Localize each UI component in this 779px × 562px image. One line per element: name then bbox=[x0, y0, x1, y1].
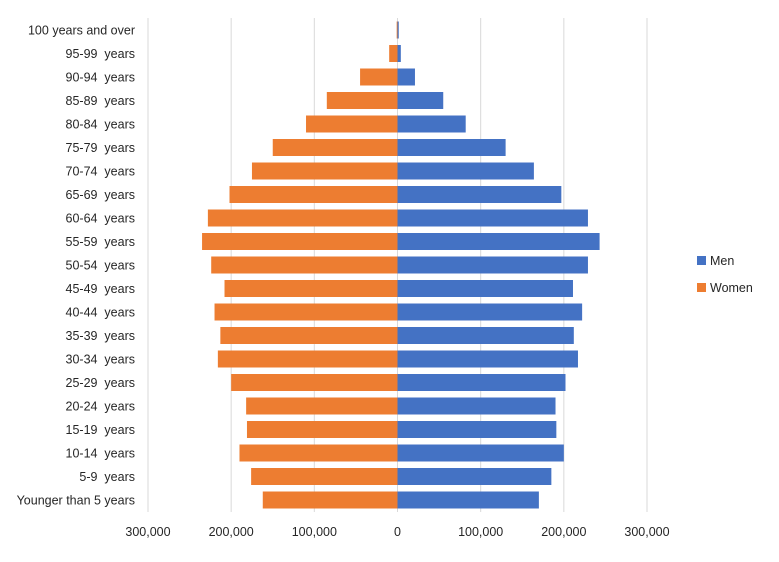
x-tick-label: 300,000 bbox=[624, 525, 669, 539]
bar-women bbox=[239, 444, 398, 462]
bar-women bbox=[220, 327, 398, 344]
category-label: 15-19 years bbox=[66, 423, 135, 437]
bar-women bbox=[224, 280, 398, 297]
category-label: 55-59 years bbox=[66, 235, 135, 249]
bar-men bbox=[397, 350, 578, 368]
bar-men bbox=[397, 162, 534, 180]
category-label: 25-29 years bbox=[66, 376, 135, 390]
category-label: 100 years and over bbox=[28, 24, 135, 38]
bar-women bbox=[214, 303, 398, 321]
bar-women bbox=[207, 209, 398, 227]
category-label: 65-69 years bbox=[66, 188, 135, 202]
bar-men bbox=[397, 92, 444, 109]
bar-men bbox=[397, 233, 600, 250]
category-label: 10-14 years bbox=[66, 447, 135, 461]
bars bbox=[202, 21, 600, 509]
bar-women bbox=[211, 256, 398, 274]
bar-men bbox=[397, 45, 401, 62]
bar-men bbox=[397, 491, 539, 509]
x-tick-label: 100,000 bbox=[292, 525, 337, 539]
category-label: Younger than 5 years bbox=[17, 494, 135, 508]
x-tick-label: 300,000 bbox=[125, 525, 170, 539]
bar-men bbox=[397, 256, 588, 274]
category-label: 45-49 years bbox=[66, 282, 135, 296]
category-label: 70-74 years bbox=[66, 165, 135, 179]
bar-men bbox=[397, 139, 506, 156]
category-label: 40-44 years bbox=[66, 306, 135, 320]
category-label: 35-39 years bbox=[66, 329, 135, 343]
bar-women bbox=[272, 139, 398, 156]
legend-label: Women bbox=[710, 281, 753, 295]
x-tick-label: 100,000 bbox=[458, 525, 503, 539]
category-label: 85-89 years bbox=[66, 94, 135, 108]
x-tick-label: 200,000 bbox=[209, 525, 254, 539]
category-label: 20-24 years bbox=[66, 400, 135, 414]
category-label: 50-54 years bbox=[66, 259, 135, 273]
bar-women bbox=[306, 115, 398, 133]
bar-men bbox=[397, 209, 588, 227]
bar-men bbox=[397, 21, 399, 39]
category-label: 60-64 years bbox=[66, 212, 135, 226]
category-label: 80-84 years bbox=[66, 118, 135, 132]
category-label: 5-9 years bbox=[79, 470, 135, 484]
bar-women bbox=[202, 233, 398, 250]
bar-women bbox=[229, 186, 398, 203]
legend-swatch bbox=[697, 256, 706, 265]
bar-men bbox=[397, 421, 557, 438]
bar-women bbox=[246, 421, 398, 438]
bar-men bbox=[397, 186, 562, 203]
x-tick-labels: 300,000 200,000 100,000 0 100,000 200,000 300,… bbox=[125, 525, 669, 539]
bar-women bbox=[262, 491, 398, 509]
bar-men bbox=[397, 68, 415, 86]
bar-women bbox=[389, 45, 398, 62]
bar-women bbox=[217, 350, 398, 368]
legend-label: Men bbox=[710, 254, 734, 268]
bar-women bbox=[326, 92, 398, 109]
bar-women bbox=[246, 397, 398, 415]
category-label: 75-79 years bbox=[66, 141, 135, 155]
category-label: 95-99 years bbox=[66, 47, 135, 61]
category-label: 90-94 years bbox=[66, 71, 135, 85]
bar-men bbox=[397, 444, 564, 462]
bar-women bbox=[396, 21, 398, 39]
bar-men bbox=[397, 115, 466, 133]
bar-men bbox=[397, 397, 556, 415]
legend-swatch bbox=[697, 283, 706, 292]
category-labels: 100 years and over 95-99 years 90-94 years… bbox=[17, 24, 135, 508]
bar-women bbox=[360, 68, 398, 86]
bar-men bbox=[397, 468, 552, 485]
category-label: 30-34 years bbox=[66, 353, 135, 367]
bar-men bbox=[397, 303, 583, 321]
x-tick-label: 200,000 bbox=[541, 525, 586, 539]
bar-men bbox=[397, 280, 573, 297]
bar-men bbox=[397, 374, 566, 391]
x-tick-label: 0 bbox=[394, 525, 401, 539]
bar-women bbox=[251, 468, 398, 485]
bar-women bbox=[251, 162, 398, 180]
legend: Men Women bbox=[697, 254, 753, 295]
bar-men bbox=[397, 327, 574, 344]
bar-women bbox=[231, 374, 398, 391]
